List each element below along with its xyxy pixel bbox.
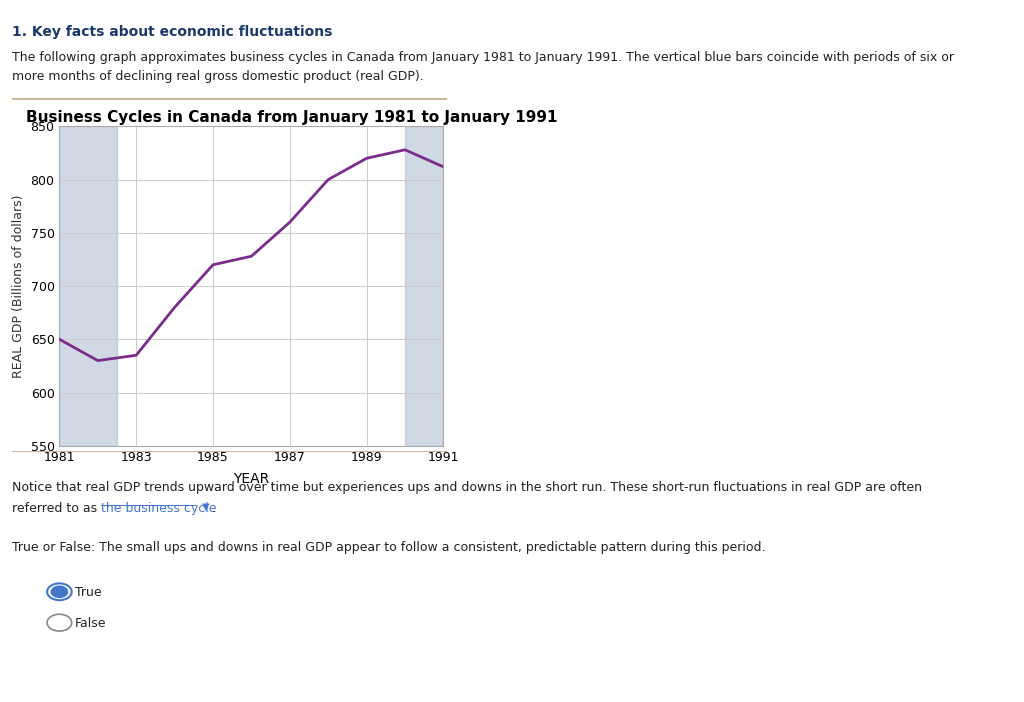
Text: the business cycle: the business cycle <box>101 502 217 515</box>
Text: 1. Key facts about economic fluctuations: 1. Key facts about economic fluctuations <box>12 25 333 39</box>
Text: Notice that real GDP trends upward over time but experiences ups and downs in th: Notice that real GDP trends upward over … <box>12 481 923 494</box>
Text: True or False: The small ups and downs in real GDP appear to follow a consistent: True or False: The small ups and downs i… <box>12 541 766 554</box>
Text: True: True <box>75 586 101 600</box>
Text: referred to as: referred to as <box>12 502 101 515</box>
Y-axis label: REAL GDP (Billions of dollars): REAL GDP (Billions of dollars) <box>12 194 25 378</box>
Text: ▼: ▼ <box>199 502 209 512</box>
Text: False: False <box>75 617 106 630</box>
Text: .: . <box>208 502 216 515</box>
Bar <box>406 126 443 446</box>
X-axis label: YEAR: YEAR <box>233 472 269 486</box>
Bar <box>59 126 117 446</box>
Text: more months of declining real gross domestic product (real GDP).: more months of declining real gross dome… <box>12 70 424 84</box>
Text: Business Cycles in Canada from January 1981 to January 1991: Business Cycles in Canada from January 1… <box>26 110 557 125</box>
Text: The following graph approximates business cycles in Canada from January 1981 to : The following graph approximates busines… <box>12 51 954 64</box>
